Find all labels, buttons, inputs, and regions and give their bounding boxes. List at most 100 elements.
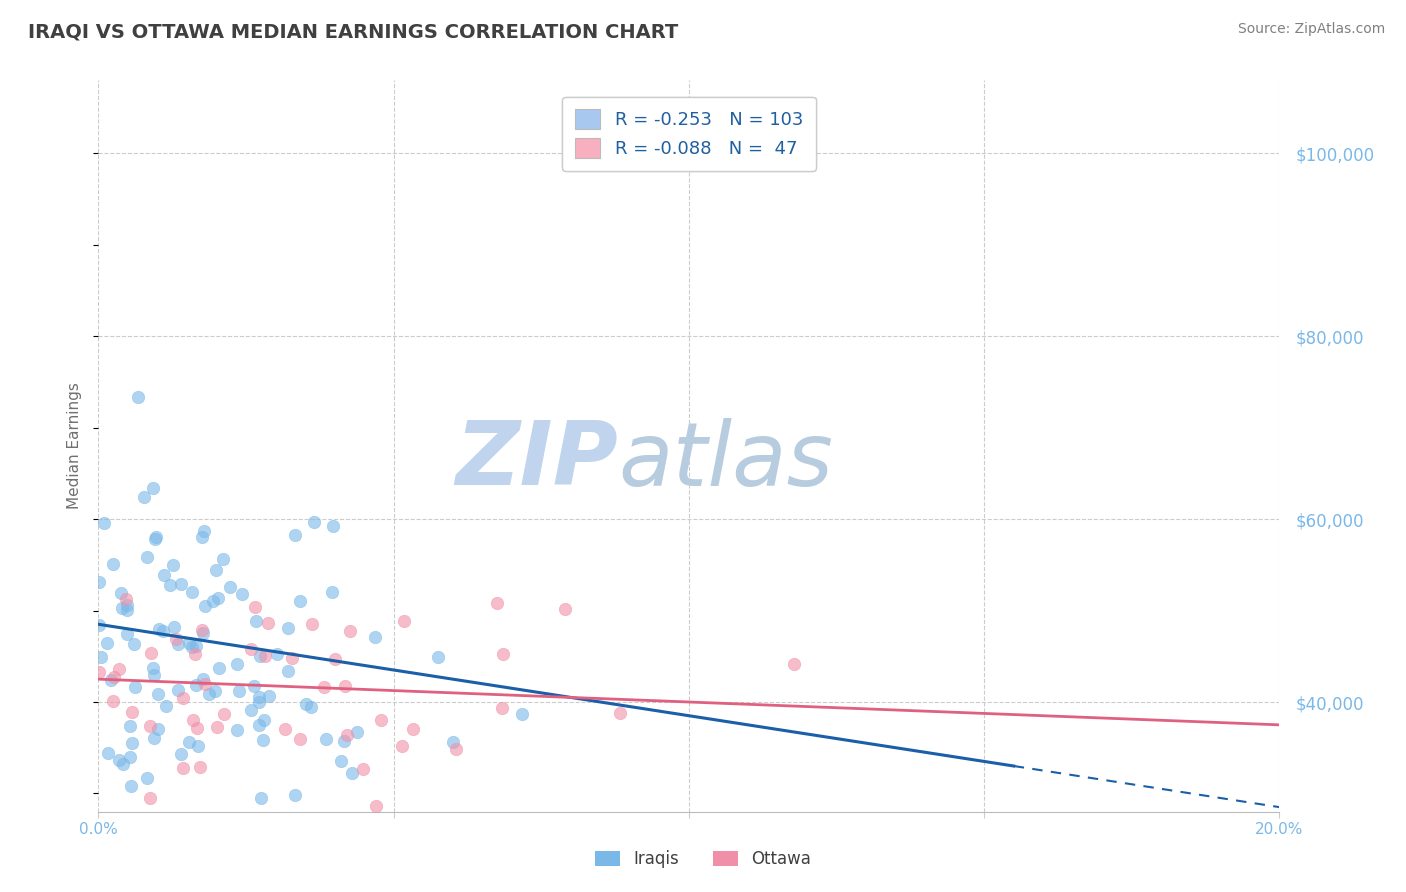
Point xyxy=(155,698,177,713)
Point xyxy=(284,788,307,802)
Text: Source: ZipAtlas.com: Source: ZipAtlas.com xyxy=(1237,22,1385,37)
Point xyxy=(253,713,276,727)
Legend: Iraqis, Ottawa: Iraqis, Ottawa xyxy=(589,844,817,875)
Point xyxy=(101,694,124,708)
Point xyxy=(245,614,267,628)
Point xyxy=(148,623,170,637)
Point xyxy=(117,599,139,613)
Point xyxy=(165,632,187,647)
Point xyxy=(120,779,142,793)
Point xyxy=(141,646,163,660)
Point xyxy=(212,706,235,721)
Point xyxy=(609,706,631,720)
Point xyxy=(135,771,157,785)
Point xyxy=(277,664,299,678)
Point xyxy=(554,602,576,616)
Point xyxy=(181,713,204,727)
Point xyxy=(264,812,287,826)
Point xyxy=(256,616,278,631)
Point xyxy=(207,591,229,606)
Point xyxy=(97,746,120,760)
Point xyxy=(333,823,356,837)
Point xyxy=(121,705,143,719)
Point xyxy=(170,577,193,591)
Point xyxy=(159,578,181,592)
Text: IRAQI VS OTTAWA MEDIAN EARNINGS CORRELATION CHART: IRAQI VS OTTAWA MEDIAN EARNINGS CORRELAT… xyxy=(28,22,678,41)
Point xyxy=(186,678,208,692)
Point xyxy=(239,703,262,717)
Point xyxy=(89,665,111,679)
Point xyxy=(253,648,276,663)
Point xyxy=(152,624,174,638)
Point xyxy=(322,519,344,533)
Point xyxy=(294,697,316,711)
Point xyxy=(352,762,374,776)
Point xyxy=(394,614,416,628)
Point xyxy=(142,668,165,682)
Point xyxy=(284,528,307,542)
Point xyxy=(162,558,184,572)
Point xyxy=(139,791,162,805)
Point xyxy=(492,647,515,661)
Point xyxy=(280,650,302,665)
Point xyxy=(456,823,478,837)
Point xyxy=(143,533,166,547)
Point xyxy=(198,687,221,701)
Point xyxy=(187,822,209,837)
Point xyxy=(340,766,363,780)
Point xyxy=(107,662,129,676)
Point xyxy=(249,791,271,805)
Point xyxy=(122,637,145,651)
Point xyxy=(146,722,169,736)
Point xyxy=(277,621,299,635)
Point xyxy=(96,636,118,650)
Point xyxy=(115,627,138,641)
Point xyxy=(783,657,806,672)
Point xyxy=(110,586,132,600)
Point xyxy=(252,733,274,747)
Point xyxy=(191,624,214,638)
Point xyxy=(127,390,149,404)
Point xyxy=(103,557,125,571)
Point xyxy=(112,757,135,772)
Point xyxy=(193,625,215,640)
Point xyxy=(115,603,138,617)
Point xyxy=(193,524,215,539)
Point xyxy=(103,670,125,684)
Point xyxy=(93,516,115,531)
Point xyxy=(290,732,312,747)
Point xyxy=(290,593,312,607)
Point xyxy=(336,728,359,742)
Point xyxy=(370,713,392,727)
Point xyxy=(124,680,146,694)
Point xyxy=(211,551,233,566)
Point xyxy=(142,481,165,495)
Point xyxy=(142,731,165,745)
Point xyxy=(139,718,162,732)
Point xyxy=(208,661,231,675)
Point xyxy=(201,594,224,608)
Point xyxy=(107,752,129,766)
Point xyxy=(391,739,413,754)
Point xyxy=(340,823,363,837)
Y-axis label: Median Earnings: Median Earnings xyxy=(67,383,83,509)
Point xyxy=(312,680,335,694)
Point xyxy=(134,490,156,504)
Point xyxy=(491,701,513,715)
Point xyxy=(177,735,200,749)
Point xyxy=(364,799,387,814)
Point xyxy=(330,754,353,768)
Point xyxy=(111,601,134,615)
Point xyxy=(191,673,214,687)
Point xyxy=(145,530,167,544)
Point xyxy=(167,682,190,697)
Point xyxy=(120,719,142,733)
Point xyxy=(153,568,176,582)
Point xyxy=(167,637,190,651)
Point xyxy=(231,587,253,601)
Text: ZIP: ZIP xyxy=(456,417,619,504)
Point xyxy=(243,679,266,693)
Point xyxy=(335,679,357,693)
Point xyxy=(204,683,226,698)
Point xyxy=(333,734,356,748)
